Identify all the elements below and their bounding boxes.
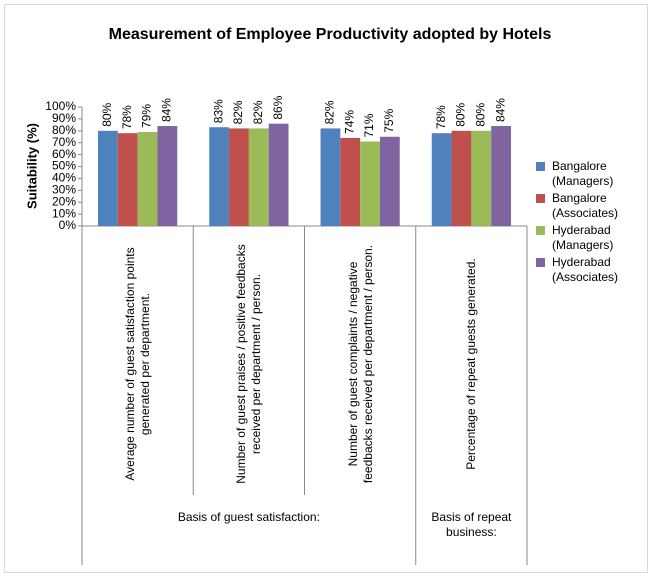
- data-label: 79%: [140, 104, 154, 128]
- legend-label: Bangalore (Managers): [552, 159, 614, 188]
- legend-swatch: [536, 258, 545, 267]
- y-tick-label: 20%: [52, 194, 76, 208]
- bar: [360, 141, 380, 226]
- y-tick-label: 70%: [52, 135, 76, 149]
- bar: [431, 133, 452, 226]
- legend-label: Hyderabad (Associates): [552, 255, 619, 284]
- x-tick-label: Average number of guest satisfaction poi…: [122, 247, 152, 481]
- bar: [471, 130, 492, 226]
- legend-label: Hyderabad (Managers): [552, 223, 614, 252]
- data-label: 80%: [473, 102, 487, 126]
- bar: [209, 127, 230, 226]
- x-tick-label: Number of guest praises / positive feedb…: [233, 244, 263, 484]
- data-label: 84%: [493, 98, 507, 122]
- y-tick-label: 50%: [52, 159, 76, 173]
- chart-border: [4, 4, 648, 573]
- legend-swatch: [536, 162, 545, 171]
- data-label: 74%: [342, 110, 356, 134]
- y-tick-label: 90%: [52, 111, 76, 125]
- data-label: 71%: [362, 113, 376, 137]
- data-label: 83%: [211, 99, 225, 123]
- y-axis-label: Suitability (%): [24, 123, 39, 209]
- data-label: 82%: [323, 100, 337, 124]
- data-label: 82%: [251, 100, 265, 124]
- y-tick-label: 60%: [52, 147, 76, 161]
- bar: [340, 137, 361, 226]
- bar: [229, 128, 249, 226]
- group-label: Basis of guest satisfaction:: [177, 510, 320, 524]
- data-label: 80%: [454, 102, 468, 126]
- data-label: 75%: [382, 108, 396, 132]
- x-tick-label: Number of guest complaints / negative fe…: [345, 244, 375, 484]
- bar: [137, 131, 158, 226]
- y-tick-label: 40%: [52, 171, 76, 185]
- legend-swatch: [536, 194, 545, 203]
- bar: [98, 130, 118, 226]
- y-tick-label: 30%: [52, 182, 76, 196]
- bar: [320, 128, 341, 226]
- x-tick-label: Percentage of repeat guests generated.: [463, 258, 478, 470]
- data-label: 78%: [434, 105, 448, 129]
- data-label: 80%: [100, 102, 114, 126]
- bar: [157, 126, 178, 226]
- bar: [117, 133, 138, 226]
- chart-title: Measurement of Employee Productivity ado…: [109, 26, 552, 43]
- y-tick-label: 80%: [52, 123, 76, 137]
- bar: [451, 130, 472, 226]
- bar: [248, 128, 269, 226]
- data-label: 84%: [160, 98, 174, 122]
- bar: [379, 136, 400, 226]
- legend-swatch: [536, 226, 545, 235]
- group-label: Basis of repeat business:: [431, 510, 512, 539]
- y-tick-label: 10%: [52, 206, 76, 220]
- data-label: 78%: [120, 105, 134, 129]
- y-tick-label: 100%: [45, 99, 76, 113]
- y-tick-label: 0%: [59, 218, 77, 232]
- data-label: 82%: [231, 100, 245, 124]
- bar: [491, 126, 511, 226]
- bar: [268, 123, 289, 226]
- legend-label: Bangalore (Associates): [552, 191, 619, 220]
- data-label: 86%: [271, 95, 285, 119]
